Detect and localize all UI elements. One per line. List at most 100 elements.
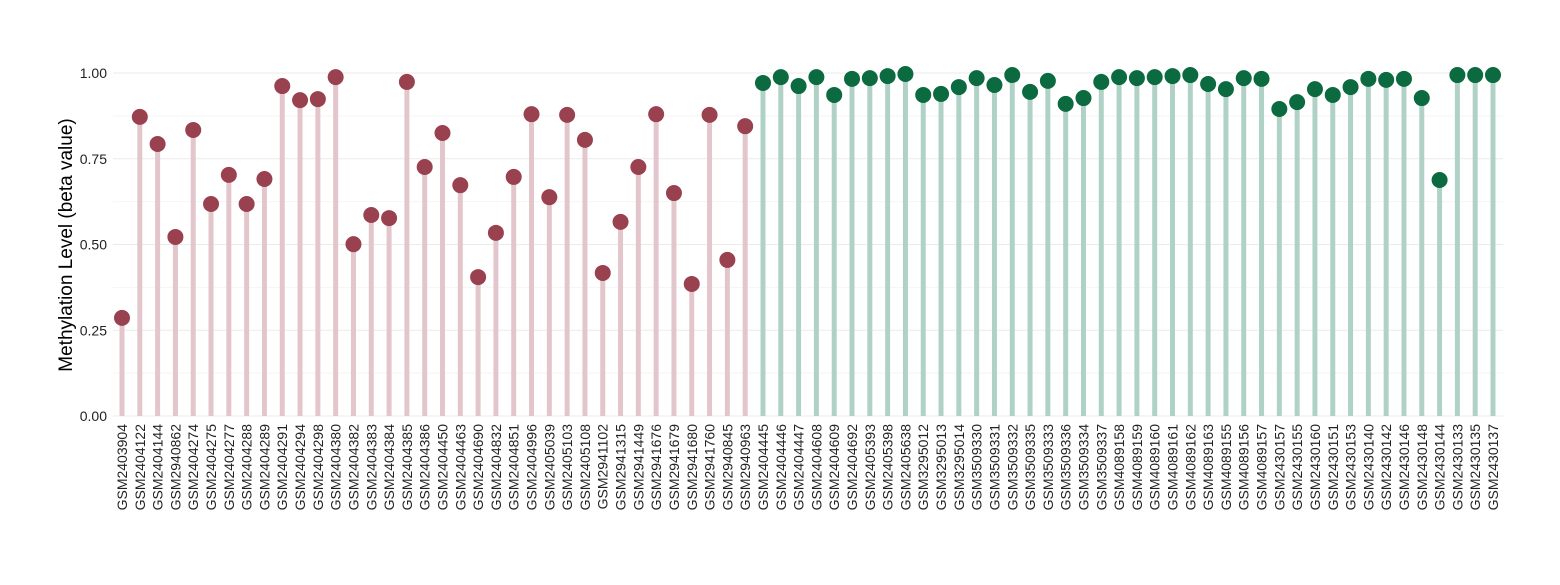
y-tick-label: 1.00 xyxy=(80,65,107,81)
x-axis: GSM2403904 GSM2404122 GSM2404144 GSM2940862… xyxy=(114,424,1501,511)
x-tick-label: GSM2404294 xyxy=(292,424,308,511)
x-tick-label: GSM2404383 xyxy=(363,424,379,511)
x-tick-label: GSM3509331 xyxy=(986,424,1002,511)
x-tick-label: GSM2404851 xyxy=(506,424,522,511)
lollipop-dot xyxy=(1360,70,1377,87)
y-tick-label: 0.00 xyxy=(80,408,107,424)
y-axis: 0.00 0.25 0.50 0.75 1.00 xyxy=(80,65,107,424)
lollipop-dot xyxy=(1217,81,1234,98)
lollipop-dot xyxy=(452,177,469,194)
x-tick-label: GSM3509330 xyxy=(969,424,985,511)
lollipop-dot xyxy=(416,158,433,175)
lollipop-dot xyxy=(1413,90,1430,107)
lollipop-dot xyxy=(381,210,398,227)
x-tick-label: GSM2430144 xyxy=(1432,424,1448,511)
lollipop-dot xyxy=(1342,79,1359,96)
x-tick-label: GSM2404288 xyxy=(239,424,255,511)
x-tick-label: GSM3509337 xyxy=(1093,424,1109,511)
lollipop-dot xyxy=(701,106,718,123)
x-tick-label: GSM2940862 xyxy=(167,424,183,511)
x-tick-label: GSM2404298 xyxy=(310,424,326,511)
x-tick-label: GSM2430142 xyxy=(1378,424,1394,511)
lollipop-dot xyxy=(737,118,754,135)
lollipop-dot xyxy=(790,78,807,95)
x-tick-label: GSM3295012 xyxy=(915,424,931,511)
lollipop-dot xyxy=(505,168,522,185)
x-tick-label: GSM2941102 xyxy=(595,424,611,510)
x-tick-label: GSM2940963 xyxy=(737,424,753,511)
x-tick-label: GSM2430146 xyxy=(1396,424,1412,511)
lollipop-dot xyxy=(772,69,789,86)
lollipop-dot xyxy=(1111,69,1128,86)
lollipop-dot xyxy=(167,228,184,245)
x-tick-label: GSM2430148 xyxy=(1414,424,1430,511)
x-tick-label: GSM2430151 xyxy=(1325,424,1341,511)
x-tick-label: GSM2405039 xyxy=(541,424,557,511)
lollipop-dot xyxy=(1057,95,1074,112)
x-tick-label: GSM2404690 xyxy=(470,424,486,511)
lollipop-dot xyxy=(1467,67,1484,84)
lollipop-dot xyxy=(576,131,593,148)
x-tick-label: GSM3509334 xyxy=(1075,424,1091,511)
x-tick-label: GSM2405638 xyxy=(897,424,913,511)
x-tick-label: GSM2941679 xyxy=(666,424,682,511)
lollipop-dot xyxy=(1039,72,1056,89)
lollipop-dot xyxy=(220,166,237,183)
x-tick-label: GSM2404274 xyxy=(185,424,201,511)
x-tick-label: GSM2404832 xyxy=(488,424,504,511)
lollipop-dot xyxy=(950,79,967,96)
x-tick-label: GSM2404275 xyxy=(203,424,219,511)
lollipop-dot xyxy=(398,73,415,90)
x-tick-label: GSM2404122 xyxy=(132,424,148,511)
x-tick-label: GSM2404144 xyxy=(150,424,166,511)
lollipop-dot xyxy=(470,269,487,286)
lollipop-dot xyxy=(345,236,362,253)
x-tick-label: GSM4089163 xyxy=(1200,424,1216,511)
lollipop-dot xyxy=(487,224,504,241)
y-tick-label: 0.25 xyxy=(80,322,107,338)
lollipop-dot xyxy=(541,189,558,206)
lollipop-dot xyxy=(203,196,220,213)
x-tick-label: GSM2405398 xyxy=(880,424,896,511)
x-tick-label: GSM2404386 xyxy=(417,424,433,511)
x-tick-label: GSM4089162 xyxy=(1182,424,1198,511)
lollipop-dot xyxy=(559,106,576,123)
x-tick-label: GSM2941315 xyxy=(613,424,629,511)
x-tick-label: GSM2404445 xyxy=(755,424,771,511)
lollipop-dot xyxy=(1146,69,1163,86)
lollipop-dot xyxy=(719,251,736,268)
x-tick-label: GSM2941760 xyxy=(702,424,718,511)
lollipop-dot xyxy=(1075,90,1092,107)
x-tick-label: GSM2430140 xyxy=(1360,424,1376,511)
lollipop-dot xyxy=(1395,70,1412,87)
lollipop-dot xyxy=(897,66,914,83)
y-tick-label: 0.50 xyxy=(80,237,107,253)
data-marks xyxy=(114,66,1501,416)
x-tick-label: GSM2941680 xyxy=(684,424,700,511)
x-tick-label: GSM4089156 xyxy=(1236,424,1252,511)
lollipop-dot xyxy=(1164,68,1181,85)
x-tick-label: GSM2404384 xyxy=(381,424,397,511)
x-tick-label: GSM2430133 xyxy=(1449,424,1465,511)
y-axis-label: Methylation Level (beta value) xyxy=(56,118,77,371)
x-tick-label: GSM2405103 xyxy=(559,424,575,511)
lollipop-dot xyxy=(1200,75,1217,92)
x-tick-label: GSM2404608 xyxy=(808,424,824,511)
x-tick-label: GSM2403904 xyxy=(114,424,130,511)
lollipop-dot xyxy=(238,196,255,213)
x-tick-label: GSM2404291 xyxy=(274,424,290,511)
x-tick-label: GSM2404382 xyxy=(345,424,361,511)
x-tick-label: GSM4089159 xyxy=(1129,424,1145,511)
x-tick-label: GSM2404447 xyxy=(791,424,807,511)
lollipop-dot xyxy=(594,264,611,281)
x-tick-label: GSM2405393 xyxy=(862,424,878,511)
lollipop-dot xyxy=(844,70,861,87)
lollipop-dot xyxy=(915,86,932,103)
lollipop-dot xyxy=(612,213,629,230)
lollipop-dot xyxy=(933,85,950,102)
x-tick-label: GSM2404996 xyxy=(524,424,540,511)
lollipop-dot xyxy=(648,106,665,123)
lollipop-dot xyxy=(363,207,380,224)
x-tick-label: GSM2430155 xyxy=(1289,424,1305,511)
lollipop-dot xyxy=(826,86,843,103)
